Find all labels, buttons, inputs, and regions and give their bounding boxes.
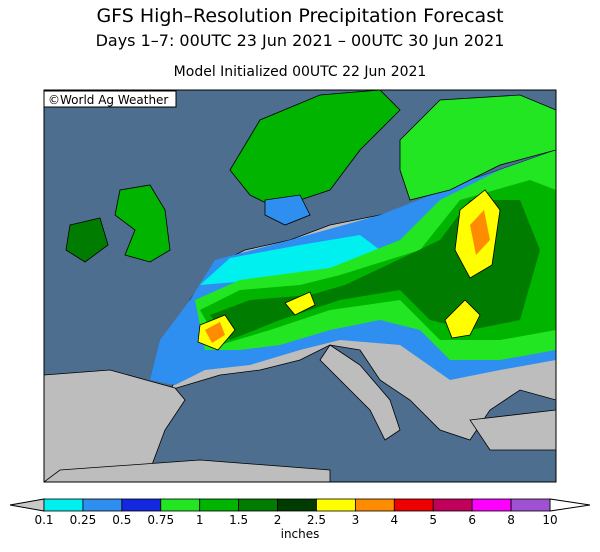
colorbar-label: 0.1 [34,513,53,527]
colorbar-label: 1 [196,513,204,527]
colorbar-label: 5 [429,513,437,527]
colorbar-segment [121,498,162,512]
colorbar-segment [160,498,201,512]
colorbar-segment [471,498,512,512]
colorbar-segment [277,498,317,512]
colorbar-label: 6 [468,513,476,527]
subtitle: Days 1–7: 00UTC 23 Jun 2021 – 00UTC 30 J… [96,31,505,50]
credit: ©World Ag Weather [48,93,168,107]
colorbar-label: 4 [390,513,398,527]
colorbar-segment [316,498,356,512]
colorbar-label: 2.5 [307,513,326,527]
colorbar-label: 8 [507,513,515,527]
unit-label: inches [281,527,320,541]
colorbar-segment [432,498,473,512]
colorbar-label: 3 [352,513,360,527]
colorbar-segment [82,498,123,512]
colorbar-above [549,498,591,512]
title: GFS High–Resolution Precipitation Foreca… [96,5,503,27]
colorbar-label: 1.5 [229,513,248,527]
colorbar-segment [238,498,278,512]
colorbar-segment [510,498,551,512]
colorbar-label: 2 [274,513,282,527]
init-time: Model Initialized 00UTC 22 Jun 2021 [174,64,427,80]
colorbar-label: 10 [542,513,557,527]
colorbar-below [9,498,45,512]
colorbar-segment [354,498,395,512]
colorbar-segment [43,498,84,512]
map: ©World Ag Weather [43,89,557,483]
colorbar-label: 0.75 [147,513,174,527]
colorbar-segment [393,498,434,512]
colorbar-label: 0.5 [112,513,131,527]
colorbar: 0.1 0.25 0.5 0.75 1 1.5 2 2.5 3 4 5 6 8 10 [9,498,591,527]
colorbar-segment [199,498,240,512]
colorbar-label: 0.25 [70,513,97,527]
